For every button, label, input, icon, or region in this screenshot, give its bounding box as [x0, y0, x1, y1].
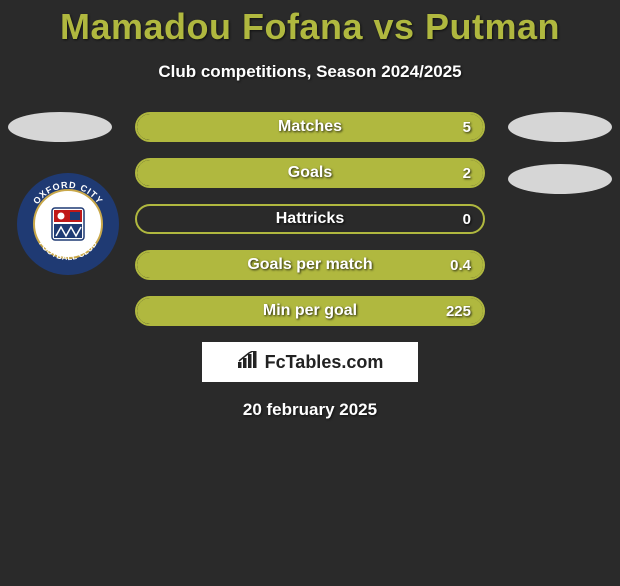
- stat-bars: Matches5Goals2Hattricks0Goals per match0…: [135, 112, 485, 326]
- stat-value-right: 5: [463, 114, 471, 140]
- bar-chart-icon: [237, 351, 259, 374]
- date-label: 20 february 2025: [0, 400, 620, 420]
- player-photo-placeholder-left: [8, 112, 112, 142]
- stat-bar: Min per goal225: [135, 296, 485, 326]
- stat-label: Hattricks: [137, 206, 483, 232]
- stat-bar: Goals per match0.4: [135, 250, 485, 280]
- club-crest-icon: OXFORD CITY FOOTBALL CLUB: [16, 172, 120, 276]
- stat-value-right: 0: [463, 206, 471, 232]
- player-photo-placeholder-right-2: [508, 164, 612, 194]
- stat-value-right: 2: [463, 160, 471, 186]
- stat-label: Matches: [137, 114, 483, 140]
- page-title: Mamadou Fofana vs Putman: [0, 6, 620, 48]
- stat-label: Goals: [137, 160, 483, 186]
- stat-label: Goals per match: [137, 252, 483, 278]
- fctables-logo: FcTables.com: [202, 342, 418, 382]
- stat-label: Min per goal: [137, 298, 483, 324]
- stat-value-right: 225: [446, 298, 471, 324]
- stat-bar: Hattricks0: [135, 204, 485, 234]
- stat-value-right: 0.4: [450, 252, 471, 278]
- comparison-area: OXFORD CITY FOOTBALL CLUB Matches5Goals2…: [0, 112, 620, 420]
- fctables-logo-text: FcTables.com: [265, 352, 384, 373]
- player-photo-placeholder-right-1: [508, 112, 612, 142]
- subtitle: Club competitions, Season 2024/2025: [0, 62, 620, 82]
- stat-bar: Matches5: [135, 112, 485, 142]
- stat-bar: Goals2: [135, 158, 485, 188]
- club-crest-oxford-city: OXFORD CITY FOOTBALL CLUB: [16, 172, 120, 276]
